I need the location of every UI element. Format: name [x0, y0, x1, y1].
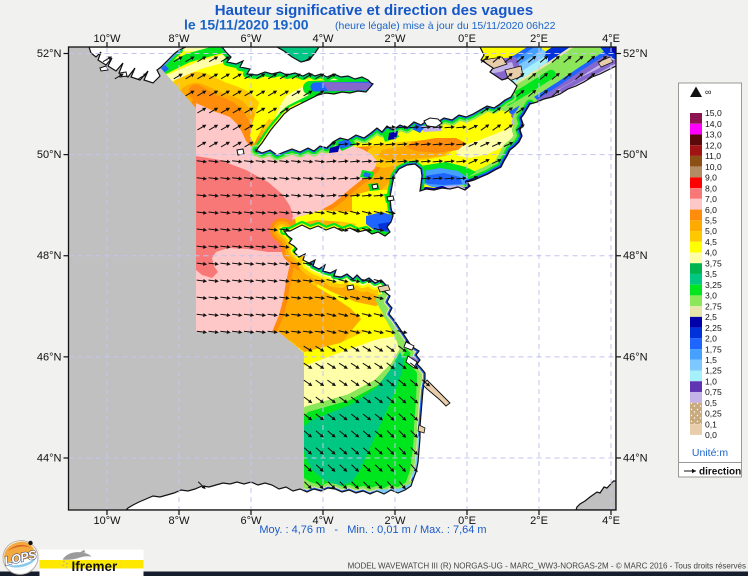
svg-text:0,75: 0,75	[705, 387, 722, 397]
svg-text:4°W: 4°W	[313, 33, 335, 45]
svg-text:48°N: 48°N	[623, 250, 648, 262]
svg-text:4°W: 4°W	[313, 515, 335, 527]
svg-text:MODEL WAVEWATCH III (R) NORGAS: MODEL WAVEWATCH III (R) NORGAS-UG - MARC…	[348, 562, 746, 571]
svg-text:2,5: 2,5	[705, 312, 717, 322]
svg-text:8°W: 8°W	[169, 33, 191, 45]
svg-text:Ifremer: Ifremer	[72, 559, 119, 574]
svg-text:5,0: 5,0	[705, 226, 717, 236]
svg-text:le 15/11/2020 19:00: le 15/11/2020 19:00	[184, 17, 309, 33]
svg-text:6°W: 6°W	[241, 33, 263, 45]
svg-text:44°N: 44°N	[623, 452, 648, 464]
svg-text:2°E: 2°E	[530, 33, 548, 45]
svg-text:15,0: 15,0	[705, 108, 722, 118]
svg-text:10°W: 10°W	[93, 33, 121, 45]
svg-text:1,5: 1,5	[705, 355, 717, 365]
svg-text:2,0: 2,0	[705, 334, 717, 344]
svg-text:52°N: 52°N	[623, 48, 648, 60]
svg-text:3,25: 3,25	[705, 280, 722, 290]
svg-text:2,25: 2,25	[705, 323, 722, 333]
svg-text:10,0: 10,0	[705, 162, 722, 172]
svg-text:Moy. : 4,76 m - Min. : 0,0: Moy. : 4,76 m - Min. : 0,01 m / Max. : 7…	[259, 524, 486, 536]
svg-text:6,0: 6,0	[705, 205, 717, 215]
svg-text:10°W: 10°W	[93, 515, 121, 527]
svg-text:0,0: 0,0	[705, 430, 717, 440]
svg-text:5,5: 5,5	[705, 216, 717, 226]
svg-text:1,25: 1,25	[705, 366, 722, 376]
svg-text:3,75: 3,75	[705, 258, 722, 268]
svg-text:46°N: 46°N	[623, 351, 648, 363]
svg-text:0,1: 0,1	[705, 419, 717, 429]
svg-text:4,0: 4,0	[705, 248, 717, 258]
svg-text:11,0: 11,0	[705, 151, 721, 161]
svg-text:2°W: 2°W	[385, 515, 407, 527]
svg-text:(heure légale) mise à jour du: (heure légale) mise à jour du 15/11/2020…	[335, 20, 556, 32]
svg-text:50°N: 50°N	[37, 149, 62, 161]
svg-text:14,0: 14,0	[705, 119, 722, 129]
svg-text:4,5: 4,5	[705, 237, 717, 247]
svg-text:46°N: 46°N	[37, 351, 62, 363]
svg-text:12,0: 12,0	[705, 140, 722, 150]
svg-text:0°E: 0°E	[458, 33, 476, 45]
svg-text:4°E: 4°E	[602, 515, 620, 527]
svg-text:0°E: 0°E	[458, 515, 476, 527]
svg-text:9,0: 9,0	[705, 173, 717, 183]
svg-text:3,5: 3,5	[705, 269, 717, 279]
svg-text:1,0: 1,0	[705, 376, 717, 386]
svg-text:48°N: 48°N	[37, 250, 62, 262]
svg-text:2,75: 2,75	[705, 301, 722, 311]
svg-text:8°W: 8°W	[169, 515, 191, 527]
svg-text:52°N: 52°N	[37, 48, 62, 60]
svg-text:4°E: 4°E	[602, 33, 620, 45]
svg-text:direction: direction	[699, 467, 741, 478]
svg-text:1,75: 1,75	[705, 344, 722, 354]
svg-text:2°E: 2°E	[530, 515, 548, 527]
svg-text:0,5: 0,5	[705, 398, 717, 408]
svg-text:∞: ∞	[705, 87, 711, 97]
svg-text:7,0: 7,0	[705, 194, 717, 204]
svg-text:44°N: 44°N	[37, 452, 62, 464]
svg-text:Hauteur significative et direc: Hauteur significative et direction des v…	[215, 2, 533, 19]
svg-text:6°W: 6°W	[241, 515, 263, 527]
svg-text:Unité:m: Unité:m	[692, 447, 728, 459]
svg-text:8,0: 8,0	[705, 183, 717, 193]
svg-text:0,25: 0,25	[705, 409, 722, 419]
svg-text:50°N: 50°N	[623, 149, 648, 161]
svg-text:13,0: 13,0	[705, 130, 722, 140]
svg-text:3,0: 3,0	[705, 291, 717, 301]
svg-text:2°W: 2°W	[385, 33, 407, 45]
